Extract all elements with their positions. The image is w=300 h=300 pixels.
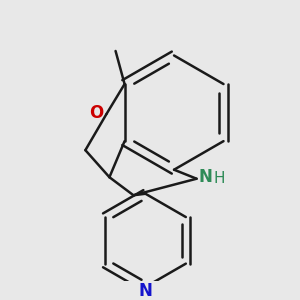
Text: H: H	[213, 171, 225, 186]
Text: O: O	[89, 103, 103, 122]
Text: N: N	[199, 168, 212, 186]
Text: N: N	[139, 282, 152, 300]
